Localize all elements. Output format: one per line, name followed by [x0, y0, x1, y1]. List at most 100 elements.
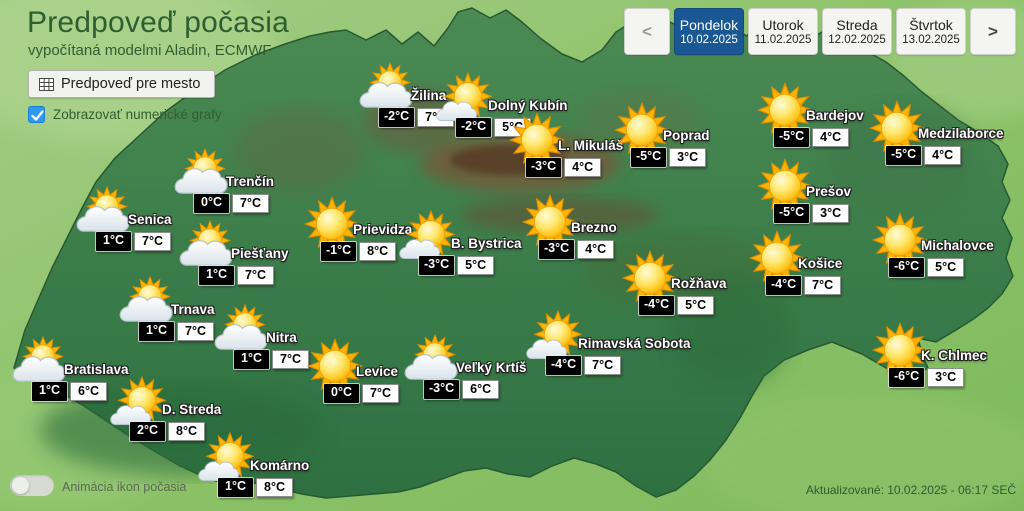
city-marker[interactable]: Senica 1°C 7°C: [76, 186, 238, 264]
day-tab-stvrtok[interactable]: Štvrtok 13.02.2025: [896, 8, 966, 55]
date-tab-bar: < Pondelok 10.02.2025 Utorok 11.02.2025 …: [624, 8, 1016, 55]
city-marker[interactable]: Medzilaborce -5°C 4°C: [868, 100, 1024, 178]
temperature-row: -3°C 4°C: [526, 158, 602, 177]
max-temp: 7°C: [134, 232, 171, 251]
city-marker[interactable]: Bratislava 1°C 6°C: [12, 336, 174, 414]
city-marker[interactable]: Prievidza -1°C 8°C: [303, 196, 463, 274]
numeric-charts-checkbox[interactable]: [28, 106, 45, 123]
max-temp: 5°C: [927, 258, 965, 277]
next-day-button[interactable]: >: [970, 8, 1016, 55]
max-temp: 4°C: [564, 158, 602, 177]
max-temp: 6°C: [462, 380, 500, 399]
day-date: 11.02.2025: [754, 34, 812, 46]
temperature-row: 1°C 7°C: [234, 350, 309, 369]
city-marker[interactable]: Rimavská Sobota -4°C 7°C: [526, 310, 691, 388]
page-subtitle: vypočítaná modelmi Aladin, ECMWF: [28, 42, 272, 59]
day-date: 13.02.2025: [902, 34, 960, 46]
animation-toggle-label: Animácia ikon počasia: [62, 480, 187, 494]
temperature-row: -4°C 7°C: [546, 356, 622, 375]
max-temp: 8°C: [256, 478, 293, 497]
city-marker[interactable]: Nitra 1°C 7°C: [214, 304, 376, 382]
temperature-row: 2°C 8°C: [130, 422, 205, 441]
temperature-row: -6°C 3°C: [889, 368, 965, 387]
city-name: K. Chlmec: [921, 348, 988, 363]
city-name: Rimavská Sobota: [578, 336, 691, 351]
min-temp: -5°C: [774, 128, 810, 147]
min-temp: 1°C: [96, 232, 131, 251]
city-marker[interactable]: Bardejov -5°C 4°C: [756, 82, 916, 160]
city-marker[interactable]: Michalovce -6°C 5°C: [871, 212, 1024, 290]
checkmark-icon: [31, 110, 44, 121]
max-temp: 5°C: [677, 296, 715, 315]
city-marker[interactable]: D. Streda 2°C 8°C: [110, 376, 272, 454]
temperature-row: -4°C 5°C: [639, 296, 715, 315]
day-name: Štvrtok: [909, 17, 953, 33]
city-marker[interactable]: B. Bystrica -3°C 5°C: [399, 210, 561, 288]
max-temp: 7°C: [584, 356, 622, 375]
max-temp: 5°C: [457, 256, 495, 275]
min-temp: 1°C: [234, 350, 269, 369]
temperature-row: -5°C 3°C: [774, 204, 850, 223]
max-temp: 4°C: [577, 240, 615, 259]
day-tab-streda[interactable]: Streda 12.02.2025: [822, 8, 892, 55]
city-marker[interactable]: K. Chlmec -6°C 3°C: [871, 322, 1024, 400]
temperature-row: 1°C 7°C: [139, 322, 214, 341]
city-marker[interactable]: Poprad -5°C 3°C: [613, 102, 773, 180]
day-tab-utorok[interactable]: Utorok 11.02.2025: [748, 8, 818, 55]
city-marker[interactable]: Brezno -3°C 4°C: [521, 194, 681, 272]
min-temp: -4°C: [766, 276, 802, 295]
city-name: Dolný Kubín: [488, 98, 568, 113]
table-icon: [39, 77, 54, 91]
min-temp: 0°C: [194, 194, 229, 213]
min-temp: -5°C: [774, 204, 810, 223]
updated-timestamp: Aktualizované: 10.02.2025 - 06:17 SEČ: [805, 483, 1016, 497]
temperature-row: -5°C 4°C: [886, 146, 962, 165]
day-tab-pondelok[interactable]: Pondelok 10.02.2025: [674, 8, 744, 55]
min-temp: -1°C: [321, 242, 357, 261]
temperature-row: 1°C 7°C: [199, 266, 274, 285]
numeric-charts-label: Zobrazovať numerické grafy: [53, 107, 222, 122]
toggle-knob-icon: [12, 477, 29, 494]
city-name: Bardejov: [806, 108, 864, 123]
animation-toggle[interactable]: [10, 475, 54, 496]
city-marker[interactable]: Prešov -5°C 3°C: [756, 158, 916, 236]
city-marker[interactable]: Piešťany 1°C 7°C: [179, 220, 341, 298]
city-marker[interactable]: L. Mikuláš -3°C 4°C: [508, 112, 668, 190]
temperature-row: 1°C 6°C: [32, 382, 107, 401]
city-marker[interactable]: Veľký Krtíš -3°C 6°C: [404, 334, 566, 412]
city-name: Levice: [356, 364, 399, 379]
city-name: Bratislava: [64, 362, 129, 377]
city-name: Nitra: [266, 330, 297, 345]
day-date: 12.02.2025: [828, 34, 886, 46]
city-name: Prešov: [806, 184, 852, 199]
min-temp: -3°C: [419, 256, 455, 275]
max-temp: 4°C: [924, 146, 962, 165]
max-temp: 7°C: [272, 350, 309, 369]
city-forecast-button[interactable]: Predpoveď pre mesto: [28, 70, 215, 98]
min-temp: 1°C: [218, 478, 253, 497]
city-name: Senica: [128, 212, 172, 227]
temperature-row: -5°C 3°C: [631, 148, 707, 167]
max-temp: 3°C: [669, 148, 707, 167]
temperature-row: -3°C 4°C: [539, 240, 615, 259]
prev-day-button[interactable]: <: [624, 8, 670, 55]
city-marker[interactable]: Rožňava -4°C 5°C: [621, 250, 781, 328]
min-temp: -4°C: [639, 296, 675, 315]
city-marker[interactable]: Levice 0°C 7°C: [306, 338, 466, 416]
city-marker[interactable]: Košice -4°C 7°C: [748, 230, 908, 308]
city-name: D. Streda: [162, 402, 222, 417]
min-temp: -3°C: [539, 240, 575, 259]
city-marker[interactable]: Trenčín 0°C 7°C: [174, 148, 336, 226]
city-name: L. Mikuláš: [558, 138, 624, 153]
city-name: Poprad: [663, 128, 710, 143]
city-name: Žilina: [411, 88, 447, 103]
day-name: Pondelok: [679, 17, 739, 33]
min-temp: -4°C: [546, 356, 582, 375]
temperature-row: 1°C 7°C: [96, 232, 171, 251]
city-marker[interactable]: Trnava 1°C 7°C: [119, 276, 281, 354]
max-temp: 7°C: [232, 194, 269, 213]
city-name: Piešťany: [231, 246, 289, 261]
city-marker[interactable]: Komárno 1°C 8°C: [198, 432, 360, 510]
min-temp: -5°C: [886, 146, 922, 165]
min-temp: 2°C: [130, 422, 165, 441]
